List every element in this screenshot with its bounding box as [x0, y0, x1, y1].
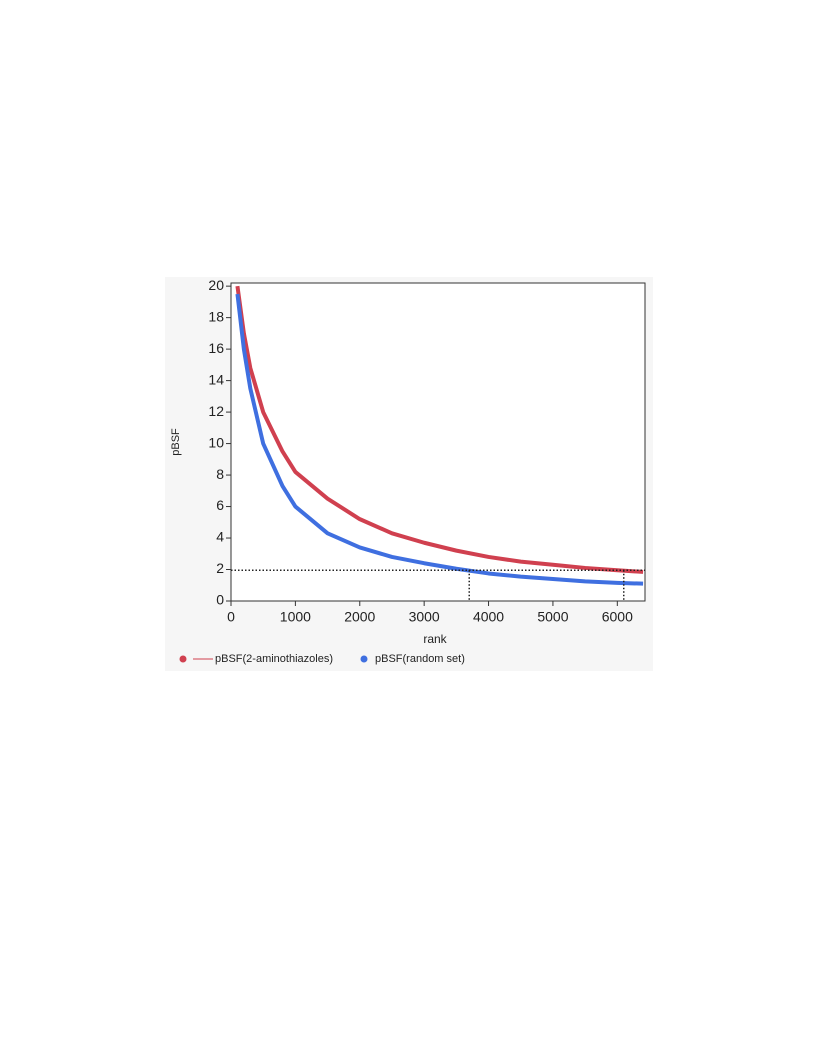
y-tick-label: 2	[216, 560, 224, 576]
plot-area	[230, 282, 646, 602]
y-tick-label: 6	[216, 497, 224, 513]
x-tick-label: 2000	[344, 609, 375, 625]
x-tick-label: 3000	[409, 609, 440, 625]
series-line	[235, 285, 644, 574]
y-tick-label: 0	[216, 592, 224, 608]
legend-label: pBSF(random set)	[375, 653, 465, 665]
y-tick-label: 18	[208, 308, 224, 324]
x-tick-label: 1000	[280, 609, 311, 625]
series-line	[235, 293, 644, 586]
y-tick-label: 20	[208, 277, 224, 293]
y-tick-label: 10	[208, 434, 224, 450]
x-tick-label: 6000	[602, 609, 633, 625]
legend-marker	[179, 655, 187, 663]
x-tick-label: 5000	[537, 609, 568, 625]
y-tick-label: 14	[208, 371, 224, 387]
legend-marker	[360, 655, 368, 663]
y-axis-label: pBSF	[170, 428, 182, 456]
x-tick-label: 4000	[473, 609, 504, 625]
y-tick-label: 8	[216, 466, 224, 482]
y-tick-label: 16	[208, 340, 224, 356]
x-axis-label: rank	[423, 632, 447, 646]
x-tick-label: 0	[227, 609, 235, 625]
legend-label: pBSF(2-aminothiazoles)	[215, 653, 333, 665]
y-tick-label: 4	[216, 529, 224, 545]
y-tick-label: 12	[208, 403, 224, 419]
